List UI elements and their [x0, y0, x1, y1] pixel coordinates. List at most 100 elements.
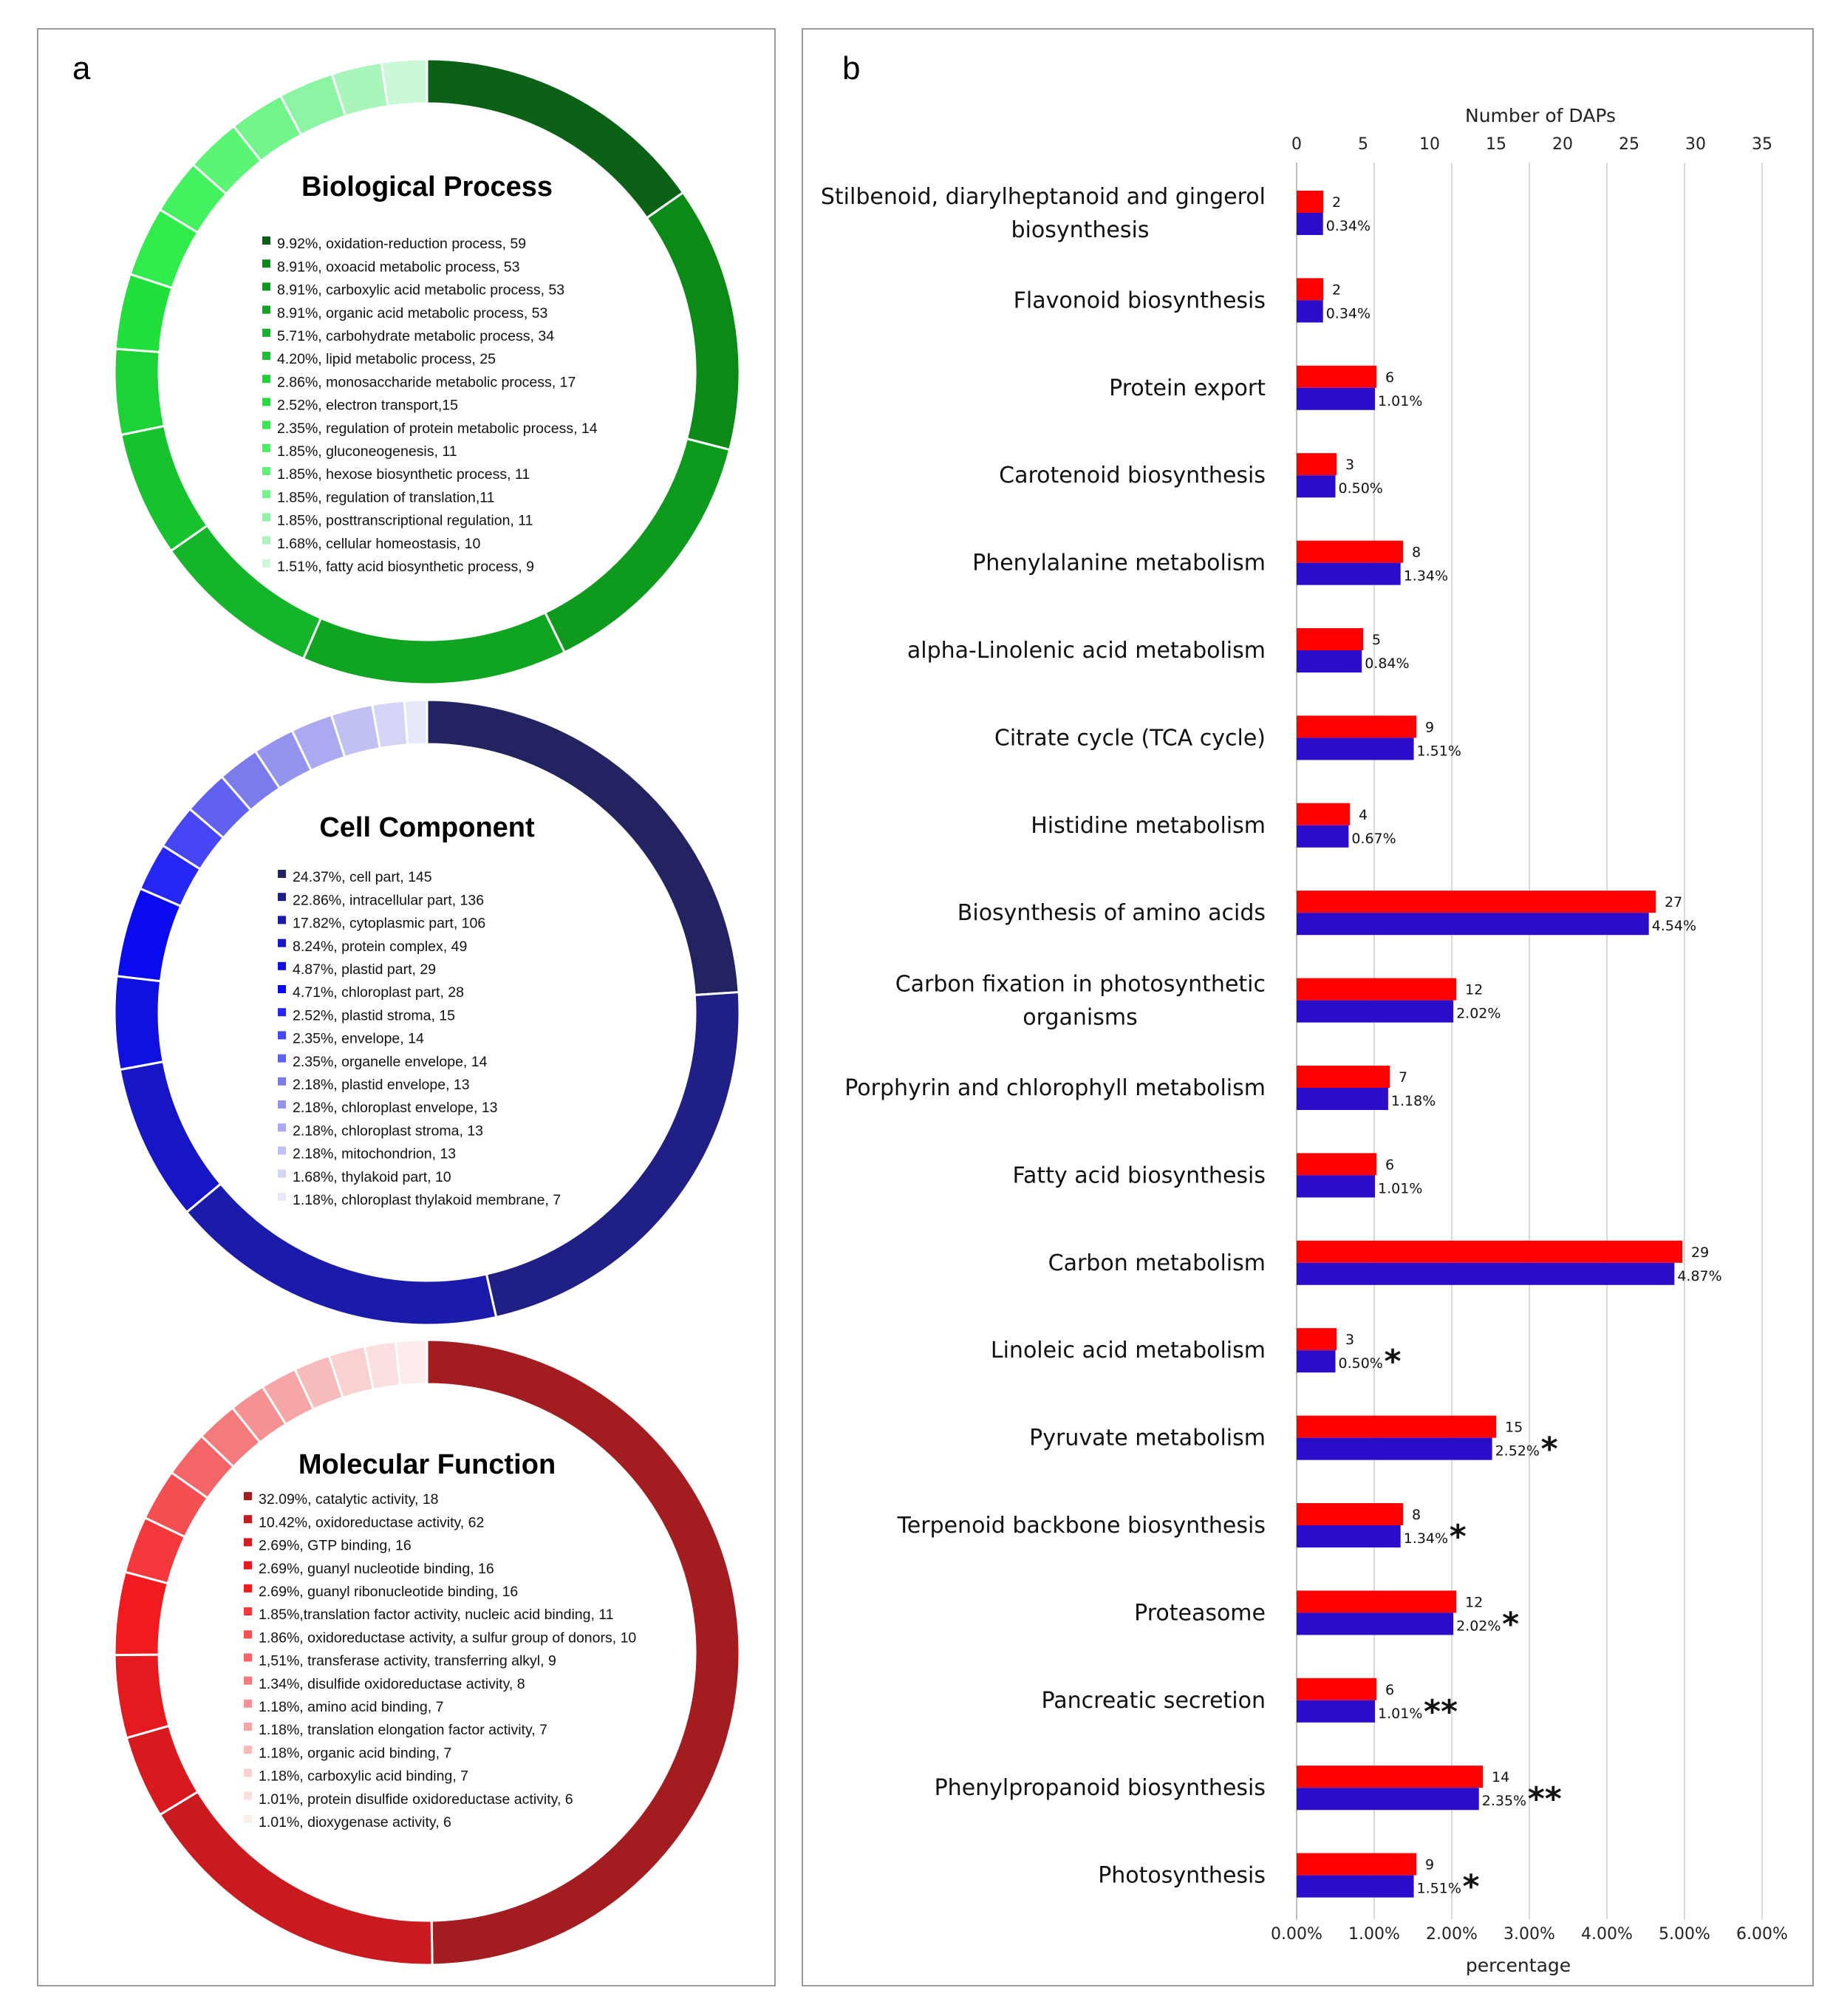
category-label: Carbon metabolism	[1048, 1250, 1266, 1276]
percentage-value-label: 1.51%	[1417, 743, 1461, 759]
bar-row: Proteasome 12 2.02% *	[1134, 1590, 1519, 1643]
legend-swatch	[244, 1630, 252, 1639]
percentage-value-label: 4.87%	[1677, 1268, 1721, 1284]
top-tick-label: 30	[1685, 135, 1706, 154]
legend-entry: 8.91%, oxoacid metabolic process, 53	[277, 259, 519, 275]
legend-swatch	[262, 375, 270, 384]
bar-row: Carotenoid biosynthesis 3 0.50%	[999, 453, 1383, 498]
legend-entry: 2.52%, plastid stroma, 15	[293, 1007, 455, 1024]
donut-title: Molecular Function	[298, 1449, 556, 1480]
legend-entry: 8.91%, carboxylic acid metabolic process…	[277, 282, 564, 299]
donut-slice	[118, 1060, 222, 1214]
donut-slice	[301, 610, 567, 686]
percentage-bar	[1297, 1700, 1376, 1723]
percentage-value-label: 1.01%	[1378, 393, 1422, 409]
percentage-bar	[1297, 1350, 1336, 1373]
bottom-tick-label: 6.00%	[1736, 1925, 1788, 1944]
category-label: Porphyrin and chlorophyll metabolism	[844, 1075, 1266, 1101]
count-value-label: 2	[1332, 194, 1341, 211]
legend-swatch	[262, 305, 270, 314]
count-bar	[1297, 1590, 1456, 1613]
percentage-bar	[1297, 1437, 1492, 1460]
count-value-label: 14	[1492, 1769, 1509, 1785]
legend-entry: 2.52%, electron transport,15	[277, 398, 458, 414]
bar-row: Biosynthesis of amino acids 27 4.54%	[958, 890, 1696, 936]
count-value-label: 6	[1385, 1157, 1394, 1173]
category-label: Phenylalanine metabolism	[972, 551, 1266, 576]
legend-swatch	[244, 1746, 252, 1754]
legend-swatch	[278, 870, 286, 878]
legend-swatch	[244, 1538, 252, 1547]
legend-swatch	[244, 1515, 252, 1524]
legend-swatch	[244, 1492, 252, 1500]
bar-row: Stilbenoid, diarylheptanoid and gingerol…	[821, 184, 1371, 243]
legend-entry: 2.35%, organelle envelope, 14	[293, 1054, 488, 1070]
significance-marker: *	[1385, 1343, 1402, 1380]
category-label: Protein export	[1109, 375, 1266, 401]
bar-row: Phenylpropanoid biosynthesis 14 2.35% **	[935, 1765, 1562, 1818]
percentage-bar	[1297, 650, 1362, 672]
top-tick-label: 35	[1752, 135, 1772, 154]
percentage-value-label: 1.18%	[1391, 1093, 1436, 1109]
count-bar	[1297, 191, 1323, 213]
count-value-label: 6	[1385, 1682, 1394, 1698]
count-bar	[1297, 1240, 1682, 1263]
count-value-label: 9	[1425, 719, 1434, 735]
bar-chart: 0.00% 1.00% 2.00% 3.00% 4.00% 5.00% 6.00% 0 5 10 1…	[821, 105, 1788, 1976]
legend-swatch	[278, 985, 286, 993]
legend-entry: 1.51%, fatty acid biosynthetic process, …	[277, 559, 534, 575]
count-bar	[1297, 628, 1363, 650]
count-value-label: 15	[1505, 1420, 1523, 1436]
donut-slice	[380, 58, 429, 108]
count-value-label: 7	[1399, 1069, 1407, 1086]
legend-swatch	[278, 1146, 286, 1155]
bar-row: Carbon fixation in photosynthetic organis…	[895, 972, 1501, 1031]
count-value-label: 2	[1332, 282, 1341, 298]
legend-swatch	[278, 1077, 286, 1086]
category-label: Linoleic acid metabolism	[991, 1338, 1266, 1363]
bar-row: Phenylalanine metabolism 8 1.34%	[972, 540, 1448, 585]
percentage-value-label: 1.51%	[1417, 1881, 1461, 1897]
legend-entry: 8.24%, protein complex, 49	[293, 939, 467, 955]
legend-entry: 1.85%, hexose biosynthetic process, 11	[277, 466, 530, 483]
count-value-label: 27	[1665, 894, 1682, 910]
percentage-bar	[1297, 1262, 1675, 1285]
donut-slice	[113, 1653, 171, 1740]
count-value-label: 8	[1412, 545, 1421, 561]
bar-row: Citrate cycle (TCA cycle) 9 1.51%	[994, 715, 1461, 760]
percentage-value-label: 0.50%	[1339, 1355, 1383, 1372]
donut-slice	[113, 975, 165, 1072]
donut-title: Biological Process	[301, 171, 553, 202]
bar-row: Pyruvate metabolism 15 2.52% *	[1029, 1415, 1558, 1468]
count-bar	[1297, 1415, 1496, 1438]
legend-entry: 9.92%, oxidation-reduction process, 59	[277, 236, 526, 252]
bar-row: Protein export 6 1.01%	[1109, 365, 1422, 410]
legend-swatch	[244, 1723, 252, 1731]
legend-entry: 32.09%, catalytic activity, 18	[259, 1491, 439, 1508]
significance-marker: **	[1424, 1693, 1458, 1731]
count-bar	[1297, 1066, 1390, 1088]
bar-row: alpha-Linolenic acid metabolism 5 0.84%	[907, 628, 1410, 672]
donut-slice	[119, 424, 209, 553]
legend-entry: 10.42%, oxidoreductase activity, 62	[259, 1514, 484, 1530]
legend-swatch	[262, 536, 270, 545]
category-label: Biosynthesis of amino acids	[958, 900, 1266, 926]
count-bar	[1297, 803, 1350, 825]
percentage-value-label: 0.50%	[1339, 480, 1383, 497]
significance-marker: *	[1463, 1868, 1480, 1906]
legend-swatch	[278, 893, 286, 902]
legend-entry: 4.71%, chloroplast part, 28	[293, 984, 464, 1001]
legend-swatch	[244, 1699, 252, 1708]
legend-entry: 2.18%, mitochondrion, 13	[293, 1146, 456, 1162]
legend-swatch	[278, 1031, 286, 1040]
bar-row: Carbon metabolism 29 4.87%	[1048, 1240, 1722, 1285]
legend-entry: 1.34%, disulfide oxidoreductase activity…	[259, 1676, 525, 1692]
count-bar	[1297, 715, 1416, 738]
bar-row: Fatty acid biosynthesis 6 1.01%	[1013, 1153, 1422, 1198]
percentage-bar	[1297, 300, 1323, 323]
percentage-value-label: 4.54%	[1652, 918, 1696, 934]
donut-slice	[645, 191, 741, 452]
percentage-value-label: 0.84%	[1365, 655, 1409, 672]
category-label: Terpenoid backbone biosynthesis	[897, 1513, 1266, 1539]
